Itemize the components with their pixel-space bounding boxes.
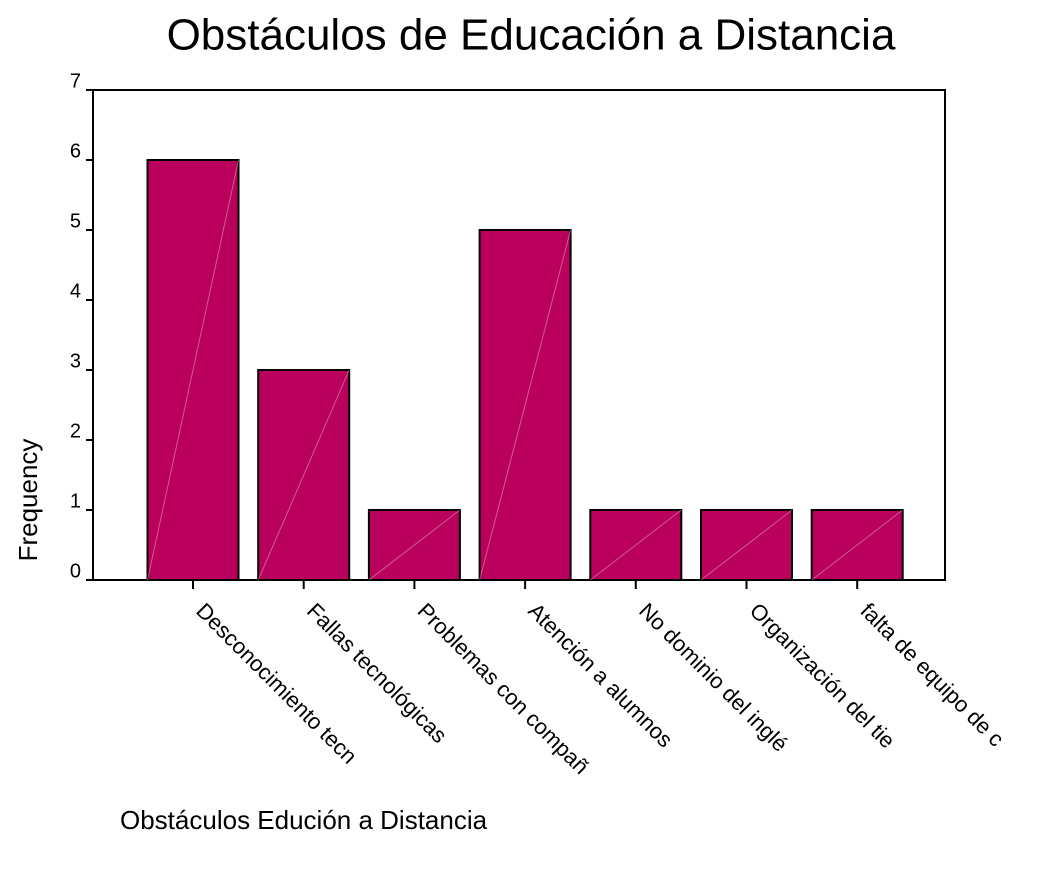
- y-tick-label: 5: [70, 210, 81, 232]
- bar: [146, 159, 240, 581]
- bar: [478, 229, 572, 581]
- bar: [700, 509, 793, 581]
- bar-hatch: [811, 509, 904, 581]
- y-tick-label: 3: [70, 350, 81, 372]
- y-tick-label: 4: [70, 280, 81, 302]
- x-axis-label: Obstáculos Edución a Distancia: [120, 805, 488, 835]
- y-tick-label: 7: [70, 70, 81, 92]
- bar: [589, 509, 683, 581]
- y-tick-label: 6: [70, 140, 81, 162]
- bar-hatch: [479, 229, 572, 581]
- bar-hatch: [589, 509, 682, 581]
- y-tick-label: 0: [70, 560, 81, 582]
- y-tick-label: 2: [70, 420, 81, 442]
- bar-hatch: [368, 509, 461, 581]
- y-axis-label: Frequency: [13, 439, 43, 562]
- bar: [367, 509, 461, 581]
- y-tick-label: 1: [70, 490, 81, 512]
- bar-hatch: [257, 369, 350, 581]
- bar-hatch: [147, 159, 239, 581]
- bar-hatch: [700, 509, 793, 581]
- bar: [257, 369, 351, 581]
- chart-title: Obstáculos de Educación a Distancia: [167, 11, 896, 60]
